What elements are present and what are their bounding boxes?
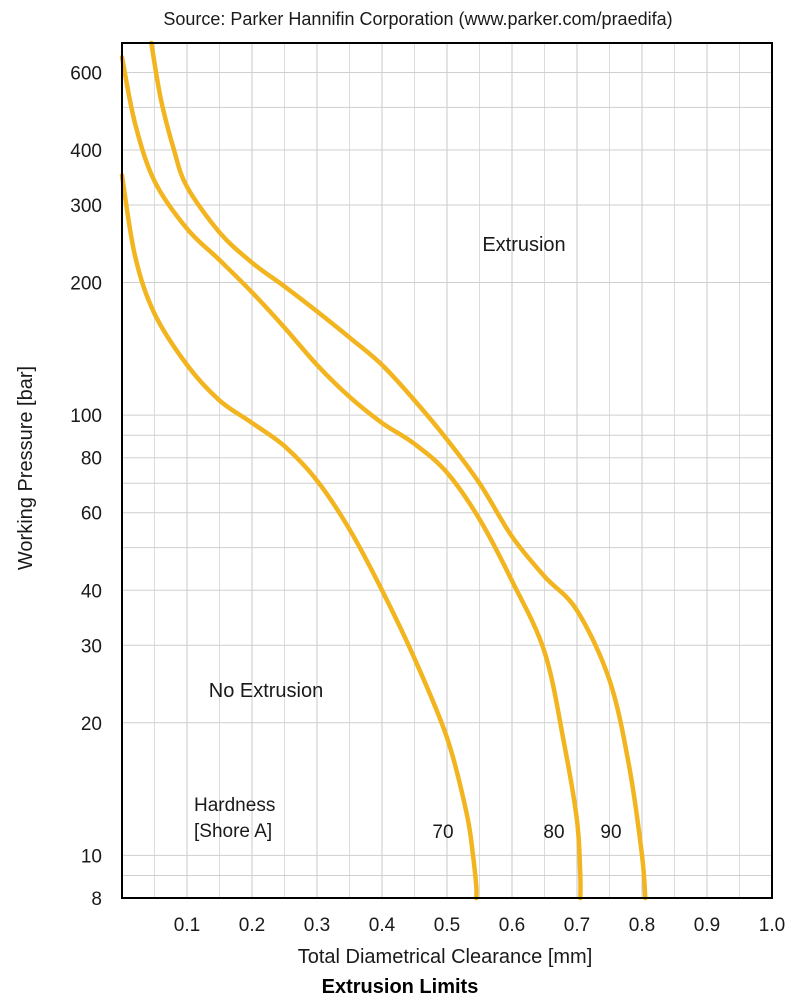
y-tick-label: 300	[70, 196, 102, 217]
plot-frame	[121, 42, 773, 899]
grid	[122, 42, 772, 898]
x-axis-label: Total Diametrical Clearance [mm]	[298, 946, 593, 968]
x-tick-label: 0.4	[369, 915, 396, 936]
y-tick-label: 200	[70, 274, 102, 295]
y-tick-label: 60	[81, 504, 102, 525]
curves	[119, 40, 648, 901]
x-tick-label: 0.1	[174, 915, 200, 936]
y-tick-label: 400	[70, 141, 102, 162]
curve-series-80	[119, 54, 583, 901]
x-tick-label: 0.7	[564, 915, 590, 936]
hardness-label-line: Hardness	[194, 795, 275, 816]
x-tick-label: 0.2	[239, 915, 265, 936]
x-tick-label: 0.9	[694, 915, 720, 936]
region-label-no-extrusion: No Extrusion	[209, 680, 324, 702]
hardness-label-line: [Shore A]	[194, 821, 272, 842]
curve-series-70	[119, 173, 479, 901]
axes: 0.1 0.2 0.3 0.4 0.5 0.6 0.7 0.8 0.9 1.0 8 10 20 30 40 6…	[70, 63, 785, 936]
x-tick-label: 1.0	[759, 915, 785, 936]
source-note: Source: Parker Hannifin Corporation (www…	[163, 9, 672, 29]
y-tick-label: 600	[70, 63, 102, 84]
y-tick-label: 80	[81, 449, 102, 470]
series-label-70: 70	[432, 822, 453, 843]
y-tick-label: 20	[81, 714, 102, 735]
series-label-80: 80	[543, 822, 564, 843]
labels: 70 80 90 Extrusion No Extrusion Hardness [Shor…	[194, 234, 622, 843]
y-tick-label: 8	[91, 889, 102, 910]
y-tick-label: 10	[81, 846, 102, 867]
x-tick-label: 0.3	[304, 915, 330, 936]
x-tick-label: 0.8	[629, 915, 655, 936]
x-tick-label: 0.5	[434, 915, 460, 936]
y-tick-label: 40	[81, 581, 102, 602]
x-tick-label: 0.6	[499, 915, 525, 936]
y-axis-label: Working Pressure [bar]	[15, 366, 37, 570]
chart-title: Extrusion Limits	[322, 976, 479, 998]
y-tick-label: 100	[70, 406, 102, 427]
curve-series-90	[149, 40, 648, 901]
region-label-extrusion: Extrusion	[482, 234, 565, 256]
y-tick-label: 30	[81, 636, 102, 657]
series-label-90: 90	[600, 822, 621, 843]
